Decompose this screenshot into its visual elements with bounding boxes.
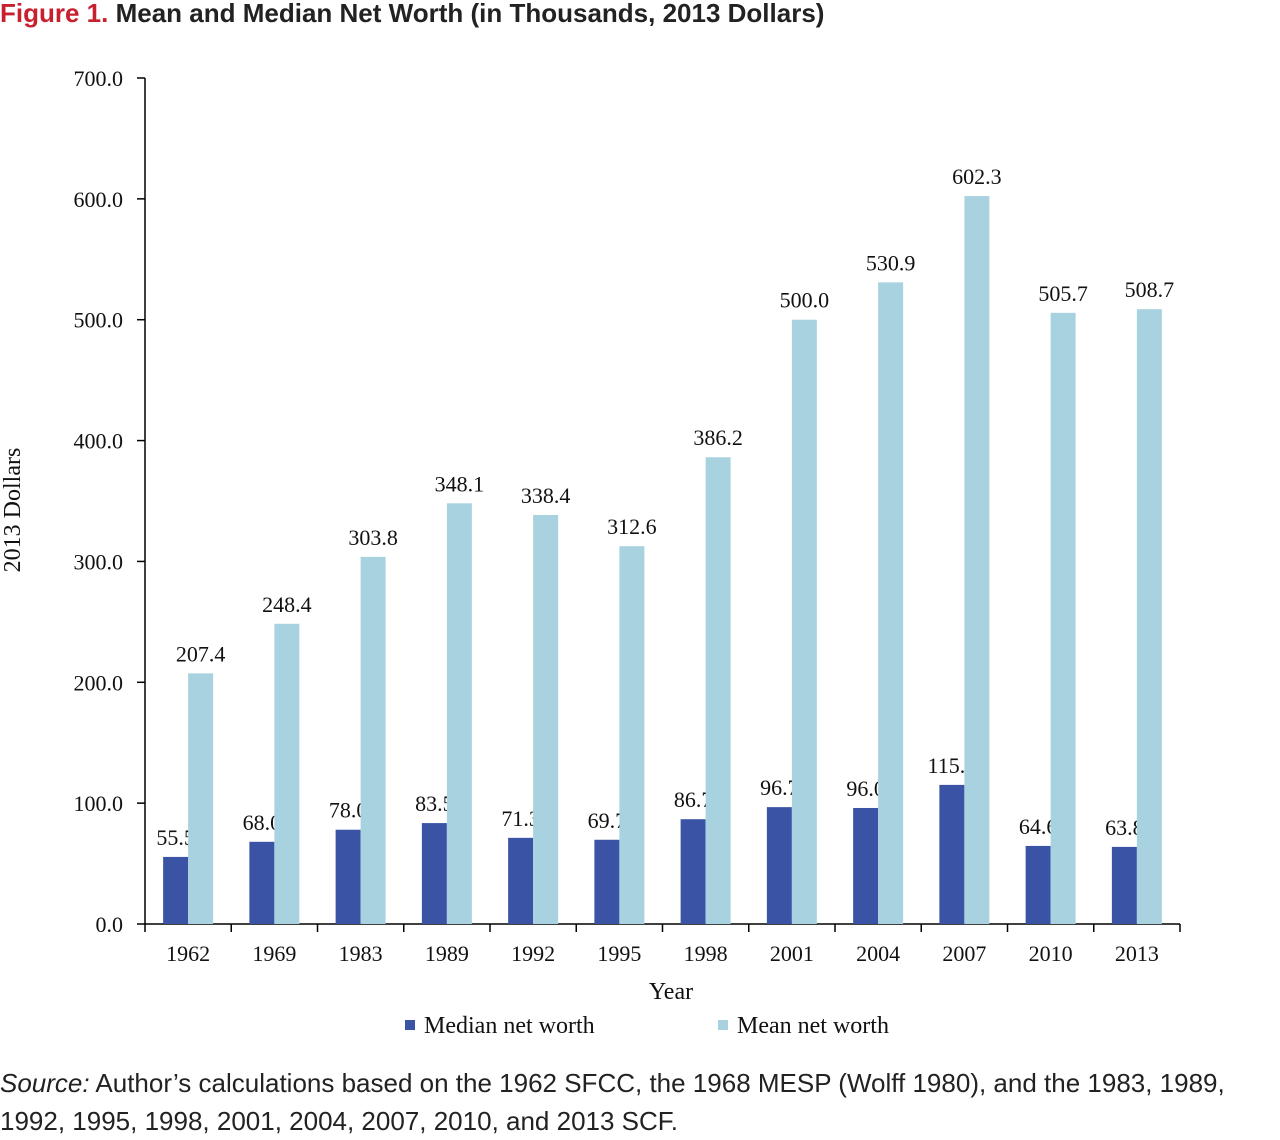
mean-net-worth-value-label: 348.1 [435,471,485,496]
y-tick-label: 0.0 [96,912,124,937]
source-text: Author’s calculations based on the 1962 … [0,1068,1225,1136]
y-tick-label: 500.0 [74,308,124,333]
mean-net-worth-bar-1969 [274,623,300,924]
mean-net-worth-value-label: 248.4 [262,592,312,617]
x-tick-label: 2013 [1115,941,1159,966]
net-worth-bar-chart: 0.0100.0200.0300.0400.0500.0600.0700.055… [0,66,1181,1039]
y-tick-label: 700.0 [74,66,124,91]
median-net-worth-bar-2013 [1111,846,1137,924]
median-net-worth-bar-1998 [680,819,706,924]
mean-net-worth-value-label: 312.6 [607,514,657,539]
x-tick-label: 1989 [425,941,469,966]
mean-net-worth-value-label: 508.7 [1125,277,1175,302]
y-axis-label: 2013 Dollars [0,448,26,573]
median-net-worth-legend-label: Median net worth [424,1013,595,1039]
x-tick-label: 1998 [684,941,728,966]
mean-net-worth-value-label: 386.2 [693,425,743,450]
x-tick-label: 1995 [597,941,641,966]
y-tick-label: 600.0 [74,187,124,212]
figure-label: Figure 1. [0,0,109,28]
source-label: Source: [0,1068,90,1098]
mean-net-worth-bar-1998 [705,457,731,924]
x-axis-label: Year [649,979,693,1005]
x-tick-label: 1962 [166,941,210,966]
mean-net-worth-value-label: 505.7 [1038,281,1088,306]
figure-title-text: Mean and Median Net Worth (in Thousands,… [115,0,825,28]
median-net-worth-bar-1969 [249,841,275,924]
chart-legend: Median net worth Mean net worth [405,1013,889,1039]
source-note: Source: Author’s calculations based on t… [0,1064,1280,1140]
x-tick-label: 2007 [942,941,986,966]
x-tick-label: 2010 [1029,941,1073,966]
median-net-worth-bar-1983 [335,829,361,924]
median-net-worth-bar-2001 [766,807,792,924]
y-tick-label: 200.0 [74,670,124,695]
mean-net-worth-bar-1995 [619,546,645,924]
mean-net-worth-legend-swatch [718,1020,728,1030]
x-tick-label: 2001 [770,941,814,966]
median-net-worth-bar-2010 [1025,845,1051,924]
mean-net-worth-value-label: 303.8 [348,525,398,550]
mean-net-worth-bar-1962 [188,673,214,924]
x-tick-label: 1992 [511,941,555,966]
median-net-worth-bar-2007 [939,784,965,924]
mean-net-worth-value-label: 602.3 [952,164,1002,189]
y-tick-label: 300.0 [74,549,124,574]
mean-net-worth-bar-1992 [533,515,559,924]
mean-net-worth-bar-2004 [878,282,904,924]
x-tick-label: 1983 [339,941,383,966]
median-net-worth-bar-2004 [853,807,879,924]
median-net-worth-bar-1995 [594,839,620,924]
median-net-worth-legend-swatch [405,1020,415,1030]
mean-net-worth-bar-2013 [1136,309,1162,924]
x-tick-label: 1969 [252,941,296,966]
mean-net-worth-bar-2007 [964,196,990,925]
mean-net-worth-bar-2010 [1050,312,1076,924]
median-net-worth-bar-1992 [508,837,534,924]
mean-net-worth-bar-1989 [446,503,472,924]
y-tick-label: 400.0 [74,429,124,454]
figure-title: Figure 1. Mean and Median Net Worth (in … [0,0,824,29]
median-net-worth-bar-1989 [421,823,447,924]
mean-net-worth-value-label: 500.0 [780,288,830,313]
mean-net-worth-bar-1983 [360,556,386,924]
plot-area: 0.0100.0200.0300.0400.0500.0600.0700.055… [74,66,1181,966]
mean-net-worth-value-label: 207.4 [176,641,226,666]
median-net-worth-bar-1962 [163,856,189,924]
mean-net-worth-value-label: 530.9 [866,250,916,275]
x-tick-label: 2004 [856,941,900,966]
mean-net-worth-bar-2001 [791,319,817,924]
mean-net-worth-value-label: 338.4 [521,483,571,508]
mean-net-worth-legend-label: Mean net worth [737,1013,889,1039]
y-tick-label: 100.0 [74,791,124,816]
